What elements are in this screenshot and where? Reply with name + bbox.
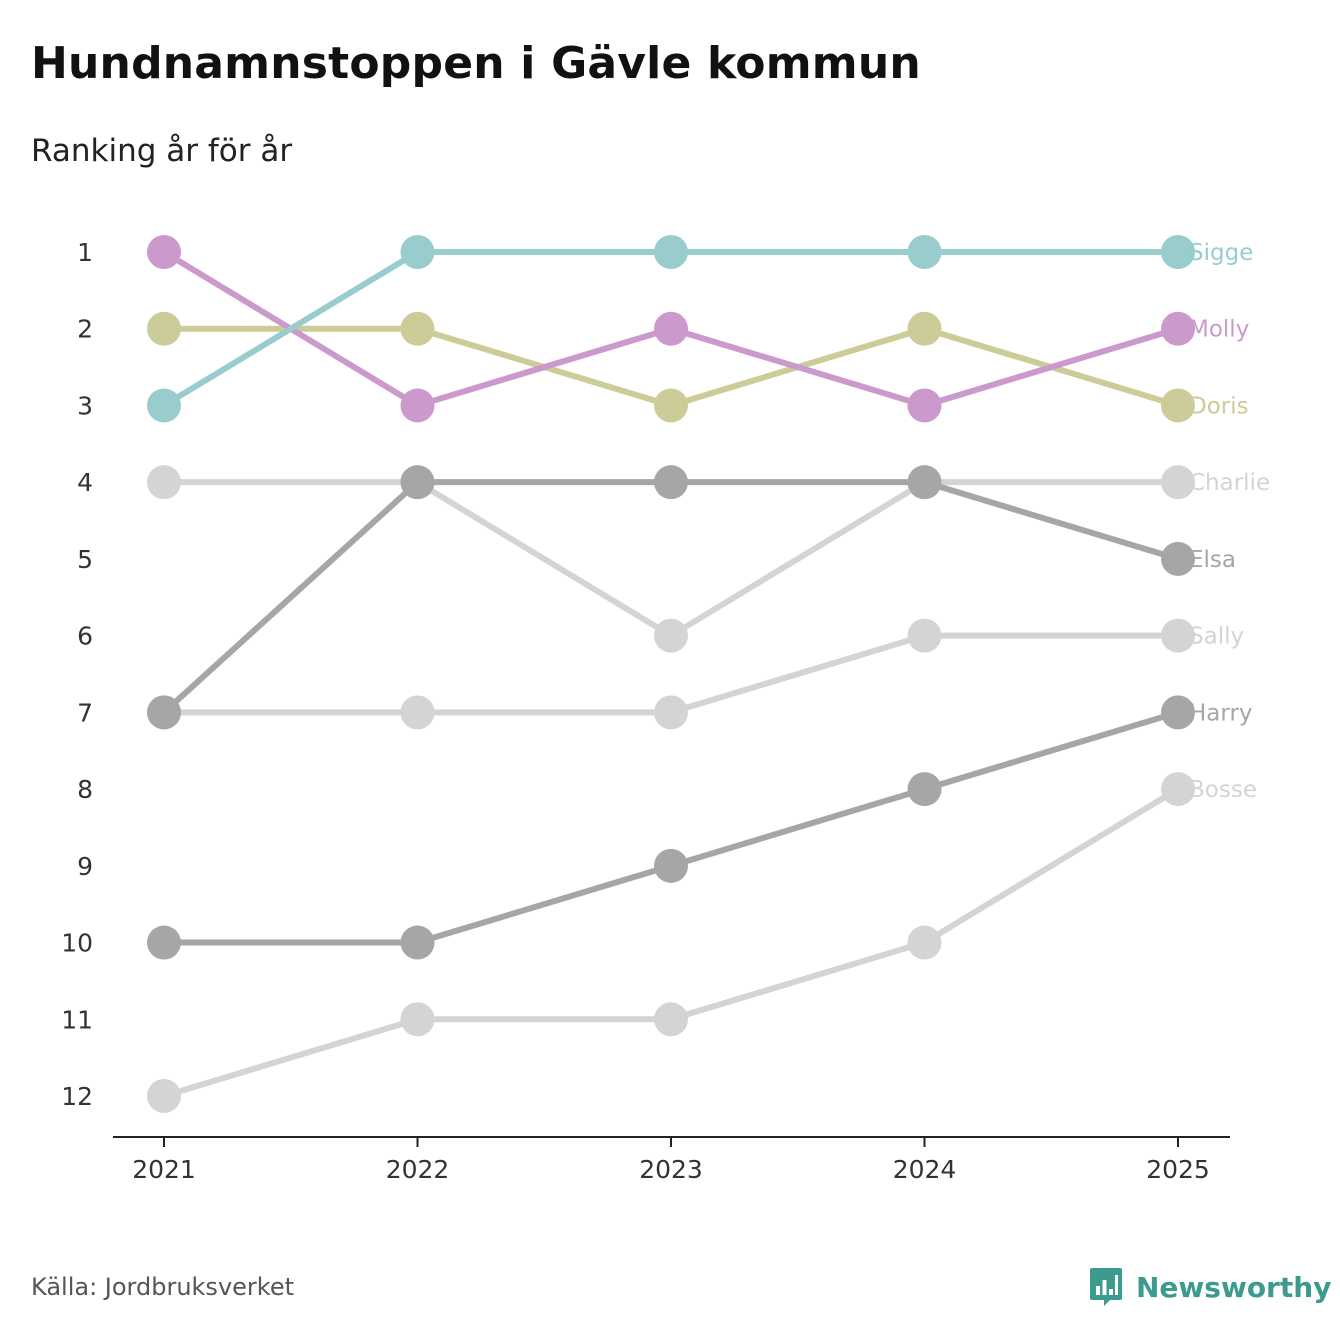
- end-label-sally: Sally: [1189, 624, 1244, 650]
- point-sigge: [654, 235, 688, 269]
- x-tick-label: 2021: [132, 1155, 196, 1184]
- point-charlie: [1161, 465, 1195, 500]
- series-lines: [161, 249, 1181, 1099]
- point-doris: [1161, 388, 1195, 423]
- y-tick-label: 12: [61, 1082, 93, 1111]
- x-tick-label: 2023: [639, 1155, 703, 1184]
- point-molly: [654, 311, 688, 346]
- point-bosse: [654, 1002, 688, 1037]
- y-tick-label: 7: [77, 698, 93, 727]
- point-harry: [1161, 695, 1195, 730]
- series-line-charlie: [161, 479, 1181, 639]
- y-tick-label: 11: [61, 1005, 93, 1034]
- point-molly: [400, 388, 435, 423]
- chart-subtitle: Ranking år för år: [31, 133, 293, 169]
- point-molly: [1161, 311, 1195, 346]
- point-charlie: [654, 618, 688, 653]
- point-sigge: [400, 235, 435, 269]
- point-harry: [400, 925, 435, 960]
- series-points: [147, 235, 1195, 1113]
- y-tick-label: 10: [61, 929, 93, 958]
- point-harry: [907, 772, 942, 807]
- y-tick-label: 8: [77, 775, 93, 804]
- y-tick-label: 5: [77, 545, 93, 574]
- y-tick-label: 4: [77, 468, 93, 497]
- end-label-elsa: Elsa: [1189, 547, 1236, 573]
- point-sigge: [907, 235, 942, 269]
- y-tick-label: 2: [77, 315, 93, 344]
- source-note: Källa: Jordbruksverket: [31, 1273, 294, 1301]
- y-tick-label: 1: [77, 238, 93, 267]
- point-harry: [654, 848, 688, 883]
- point-doris: [147, 311, 181, 346]
- series-line-elsa: [161, 479, 1181, 716]
- point-bosse: [1161, 772, 1195, 807]
- point-sally: [1161, 618, 1195, 653]
- point-elsa: [907, 465, 942, 500]
- end-label-charlie: Charlie: [1189, 470, 1270, 496]
- y-tick-label: 6: [77, 622, 93, 651]
- point-bosse: [907, 925, 942, 960]
- x-tick-label: 2025: [1146, 1155, 1210, 1184]
- point-elsa: [147, 695, 181, 730]
- point-sigge: [1161, 235, 1195, 269]
- end-label-bosse: Bosse: [1189, 777, 1257, 803]
- point-harry: [147, 925, 181, 960]
- point-sally: [907, 618, 942, 653]
- point-sally: [654, 695, 688, 730]
- point-doris: [907, 311, 942, 346]
- point-elsa: [654, 465, 688, 500]
- series-line-harry: [161, 709, 1181, 946]
- x-tick-label: 2024: [893, 1155, 957, 1184]
- end-label-molly: Molly: [1189, 317, 1249, 343]
- y-tick-label: 3: [77, 391, 93, 420]
- bar-chart-logo-icon: [1090, 1268, 1122, 1306]
- point-doris: [654, 388, 688, 423]
- end-label-harry: Harry: [1189, 700, 1253, 726]
- end-label-doris: Doris: [1189, 393, 1249, 419]
- point-sigge: [147, 388, 181, 423]
- point-elsa: [400, 465, 435, 500]
- x-axis-ticks: 2021 2022 2023 2024 2025: [132, 1137, 1210, 1184]
- point-molly: [147, 235, 181, 269]
- x-tick-label: 2022: [386, 1155, 450, 1184]
- point-charlie: [147, 465, 181, 500]
- point-sally: [400, 695, 435, 730]
- chart-title: Hundnamnstoppen i Gävle kommun: [31, 38, 921, 89]
- point-bosse: [147, 1079, 181, 1113]
- point-elsa: [1161, 541, 1195, 576]
- point-molly: [907, 388, 942, 423]
- brand-logo[interactable]: Newsworthy: [1088, 1266, 1331, 1308]
- point-doris: [400, 311, 435, 346]
- brand-name: Newsworthy: [1136, 1270, 1332, 1304]
- point-bosse: [400, 1002, 435, 1037]
- series-end-labels: Bosse Charlie Sally Harry Elsa Doris Molly Sigg…: [1189, 240, 1270, 803]
- y-tick-label: 9: [77, 852, 93, 881]
- end-label-sigge: Sigge: [1189, 240, 1253, 266]
